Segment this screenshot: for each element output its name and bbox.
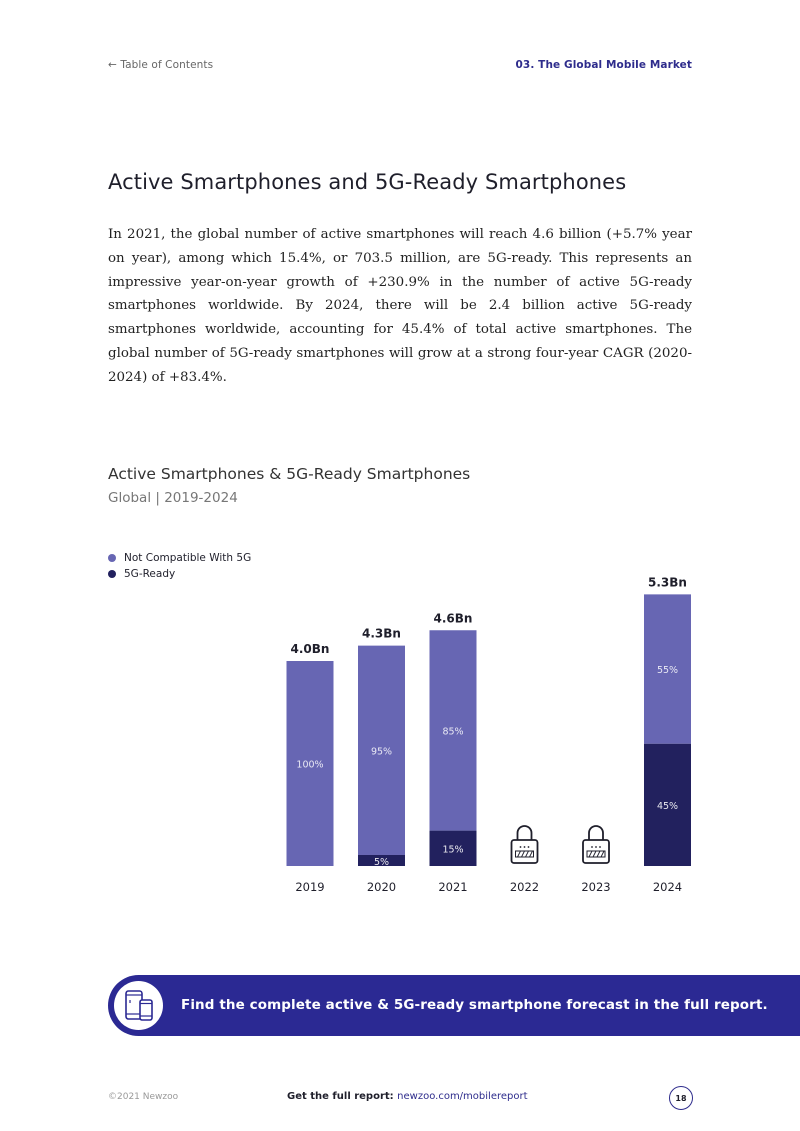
x-tick-label: 2022 xyxy=(510,880,539,894)
bar-total-label: 4.6Bn xyxy=(434,611,473,625)
x-tick-label: 2023 xyxy=(581,880,610,894)
toc-link[interactable]: ← Table of Contents xyxy=(108,59,214,71)
footer-report-label: Get the full report: xyxy=(287,1091,394,1102)
legend-label: Not Compatible With 5G xyxy=(124,552,252,564)
body-paragraph: In 2021, the global number of active sma… xyxy=(108,227,692,385)
x-tick-label: 2024 xyxy=(653,880,682,894)
segment-label-5g-ready: 5% xyxy=(374,857,389,868)
footer-report-link[interactable]: newzoo.com/mobilereport xyxy=(397,1091,528,1102)
smartphones-icon xyxy=(124,989,153,1021)
page-title: Active Smartphones and 5G-Ready Smartpho… xyxy=(108,170,627,194)
segment-label-not-compatible: 55% xyxy=(657,665,678,676)
chart-subtitle: Global | 2019-2024 xyxy=(108,490,238,506)
page-number: 18 xyxy=(669,1086,693,1110)
bar-total-label: 4.3Bn xyxy=(362,627,401,641)
legend-item-not-compatible: Not Compatible With 5G xyxy=(108,550,251,566)
lock-icon xyxy=(510,825,539,864)
stacked-bar-chart: 2019 4.0Bn 100% 2020 4.3Bn 95% 5% 2021 4.6Bn 85% 1… xyxy=(286,575,691,894)
legend-dot-5g-ready xyxy=(108,570,116,578)
section-label: 03. The Global Mobile Market xyxy=(515,59,692,71)
legend-item-5g-ready: 5G-Ready xyxy=(108,566,251,582)
lock-icon xyxy=(582,825,610,864)
segment-label-not-compatible: 95% xyxy=(371,746,392,757)
segment-label-5g-ready: 15% xyxy=(442,844,463,855)
bar-5g-ready xyxy=(644,743,691,866)
bar-not-compatible xyxy=(358,645,405,855)
segment-label-not-compatible: 100% xyxy=(296,760,323,771)
cta-text: Find the complete active & 5G-ready smar… xyxy=(181,997,768,1013)
legend-label: 5G-Ready xyxy=(124,568,176,580)
x-tick-label: 2021 xyxy=(438,880,467,894)
segment-label-5g-ready: 45% xyxy=(657,801,678,812)
cta-icon-circle xyxy=(114,981,163,1030)
bar-total-label: 4.0Bn xyxy=(291,642,330,656)
copyright: ©2021 Newzoo xyxy=(108,1092,179,1102)
segment-label-not-compatible: 85% xyxy=(442,726,463,737)
cta-banner[interactable]: Find the complete active & 5G-ready smar… xyxy=(108,975,800,1036)
bar-not-compatible xyxy=(644,594,691,744)
x-tick-label: 2020 xyxy=(367,880,396,894)
x-tick-label: 2019 xyxy=(295,880,324,894)
bar-not-compatible xyxy=(286,661,334,866)
bar-total-label: 5.3Bn xyxy=(648,575,687,589)
bar-5g-ready xyxy=(429,830,477,866)
chart-legend: Not Compatible With 5G 5G-Ready xyxy=(108,550,251,582)
footer-report-cta: Get the full report: newzoo.com/mobilere… xyxy=(287,1091,528,1102)
bar-not-compatible xyxy=(429,630,477,831)
bar-5g-ready xyxy=(358,854,405,866)
legend-dot-not-compatible xyxy=(108,554,116,562)
chart-title: Active Smartphones & 5G-Ready Smartphone… xyxy=(108,465,471,483)
